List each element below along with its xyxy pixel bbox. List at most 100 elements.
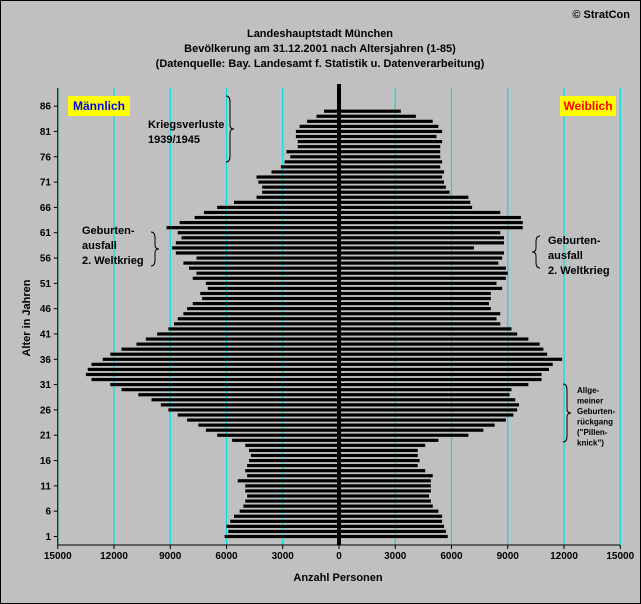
bar-male [256,175,339,179]
bar-male [245,443,339,447]
y-tick-label: 71 [40,178,52,189]
bar-female [339,150,441,154]
bar-male [196,271,339,275]
bar-male [166,226,339,230]
x-axis-label: Anzahl Personen [293,572,383,584]
annotation-kriegsverluste: 1939/1945 [148,134,200,146]
bar-female [339,114,416,118]
bar-male [297,145,339,149]
copyright-label: © StratCon [572,9,630,21]
bar-male [145,337,339,341]
bar-female [339,220,523,225]
bar-male [295,129,339,134]
chart-source: (Datenquelle: Bay. Landesamt f. Statisti… [156,58,485,70]
y-tick-label: 81 [40,127,52,138]
bar-female [339,494,429,498]
bar-male [192,276,339,280]
bar-female [339,109,401,113]
bar-male [245,489,339,493]
x-tick-label: 9000 [497,551,520,562]
bar-male [230,519,339,523]
bar-male [177,413,339,417]
bar-female [339,231,501,235]
bar-female [339,388,512,392]
bar-male [295,134,339,139]
bar-female [339,129,443,134]
bar-female [339,134,437,139]
bar-female [339,352,548,356]
bar-male [177,231,339,235]
bar-female [339,256,503,260]
chart-subtitle: Bevölkerung am 31.12.2001 nach Altersjah… [184,43,456,55]
bar-male [205,428,339,432]
bar-female [339,423,495,427]
bar-male [151,398,339,402]
bar-female [339,403,519,407]
x-tick-label: 12000 [100,551,128,562]
y-tick-label: 46 [40,304,52,315]
x-tick-label: 6000 [215,551,238,562]
annotation-geburtenausfall-left: ausfall [82,240,117,252]
bar-female [339,322,501,326]
chart-title: Landeshauptstadt München [247,28,393,40]
bar-female [339,499,431,503]
bar-female [339,377,542,382]
bar-female [339,170,444,174]
bar-male [207,286,339,291]
bar-male [247,464,339,468]
bar-female [339,246,474,250]
bar-female [339,524,444,528]
y-tick-label: 86 [40,102,52,113]
bar-female [339,519,443,523]
y-tick-label: 1 [45,532,51,543]
annotation-kriegsverluste: Kriegsverluste [148,119,224,131]
bar-male [174,322,339,326]
bar-female [339,504,433,508]
x-tick-label: 6000 [440,551,463,562]
bar-female [339,464,418,468]
bar-female [339,357,563,361]
bar-male [256,195,339,199]
bar-male [247,494,339,498]
bar-female [339,251,504,255]
y-tick-label: 16 [40,456,52,467]
bar-female [339,337,529,341]
bar-male [217,433,339,437]
bar-male [87,367,339,372]
bar-male [245,499,339,503]
bar-female [339,413,514,417]
bar-female [339,291,491,296]
bar-female [339,458,420,463]
bar-female [339,398,516,402]
bar-male [234,200,339,204]
bar-female [339,286,503,291]
bar-female [339,489,431,493]
bar-male [181,236,339,240]
annotation-brace [150,231,160,267]
x-tick-label: 9000 [159,551,182,562]
bar-female [339,307,491,311]
bar-male [189,266,339,270]
bar-male [239,509,339,513]
bar-male [138,393,339,397]
bar-male [243,504,339,508]
bar-female [339,453,418,458]
bar-male [324,109,339,113]
bar-male [168,408,339,412]
y-tick-label: 11 [40,481,51,492]
bar-male [85,372,339,377]
bar-female [339,408,518,412]
bar-female [339,514,443,518]
bar-male [91,362,339,366]
bar-female [339,175,443,179]
bar-female [339,160,443,164]
bar-male [187,418,339,422]
bar-male [121,347,339,351]
legend-male-box [68,96,130,116]
bar-male [183,312,339,316]
bar-female [339,302,489,306]
bar-female [339,443,426,447]
bar-male [247,474,339,478]
y-tick-label: 51 [40,279,52,290]
bar-male [249,458,339,463]
